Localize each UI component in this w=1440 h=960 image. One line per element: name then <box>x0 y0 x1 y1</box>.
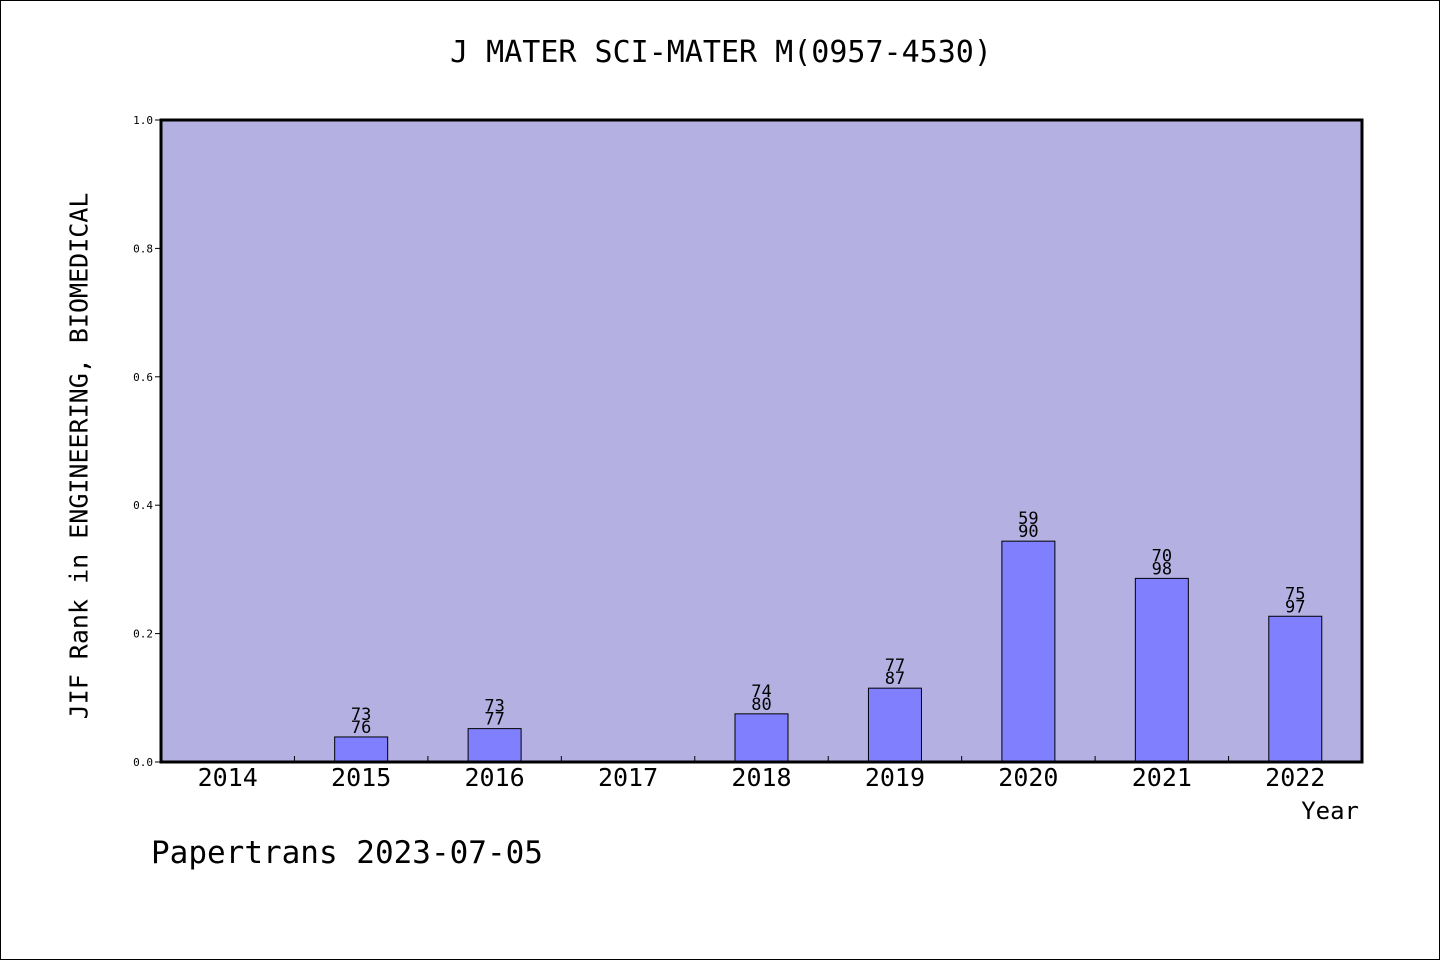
x-tick-label: 2018 <box>731 763 791 792</box>
x-tick-label: 2015 <box>331 763 391 792</box>
x-tick-label: 2022 <box>1265 763 1325 792</box>
bar-label-total: 98 <box>1152 559 1172 579</box>
bar-label-rank: 73 <box>484 697 504 717</box>
x-tick-label: 2014 <box>198 763 258 792</box>
footer-credit: Papertrans 2023-07-05 <box>151 835 543 871</box>
bar-label-rank: 74 <box>751 682 771 702</box>
bar <box>467 728 522 763</box>
bar-label-total: 97 <box>1285 597 1305 617</box>
bar-label-total: 80 <box>751 695 771 715</box>
y-tick-label: 0.2 <box>133 628 153 641</box>
bar-label-rank: 59 <box>1018 509 1038 529</box>
bar-label-rank: 70 <box>1152 546 1172 566</box>
bar-label-rank: 77 <box>885 656 905 676</box>
x-axis-title: Year <box>1301 797 1359 825</box>
bar <box>1268 615 1323 763</box>
bar <box>334 736 389 763</box>
bar-label-rank: 73 <box>351 705 371 725</box>
y-tick-label: 0.6 <box>133 371 153 384</box>
bar <box>1001 540 1056 763</box>
bar-label-rank: 75 <box>1285 584 1305 604</box>
bar <box>734 713 789 763</box>
plot-frame <box>159 118 1364 764</box>
bar <box>1134 577 1189 763</box>
y-tick-label: 0.4 <box>133 499 153 512</box>
x-tick-label: 2021 <box>1132 763 1192 792</box>
x-tick-label: 2017 <box>598 763 658 792</box>
bar-label-total: 76 <box>351 718 371 738</box>
x-tick-label: 2020 <box>998 763 1058 792</box>
y-tick-label: 0.0 <box>133 756 153 769</box>
bar <box>867 687 922 763</box>
y-tick-label: 0.8 <box>133 242 153 255</box>
chart-title: J MATER SCI-MATER M(0957-4530) <box>450 35 992 70</box>
bar-label-total: 77 <box>484 710 504 730</box>
bar-label-total: 87 <box>885 669 905 689</box>
x-tick-label: 2016 <box>465 763 525 792</box>
x-tick-label: 2019 <box>865 763 925 792</box>
bar-label-total: 90 <box>1018 522 1038 542</box>
y-tick-label: 1.0 <box>133 114 153 127</box>
